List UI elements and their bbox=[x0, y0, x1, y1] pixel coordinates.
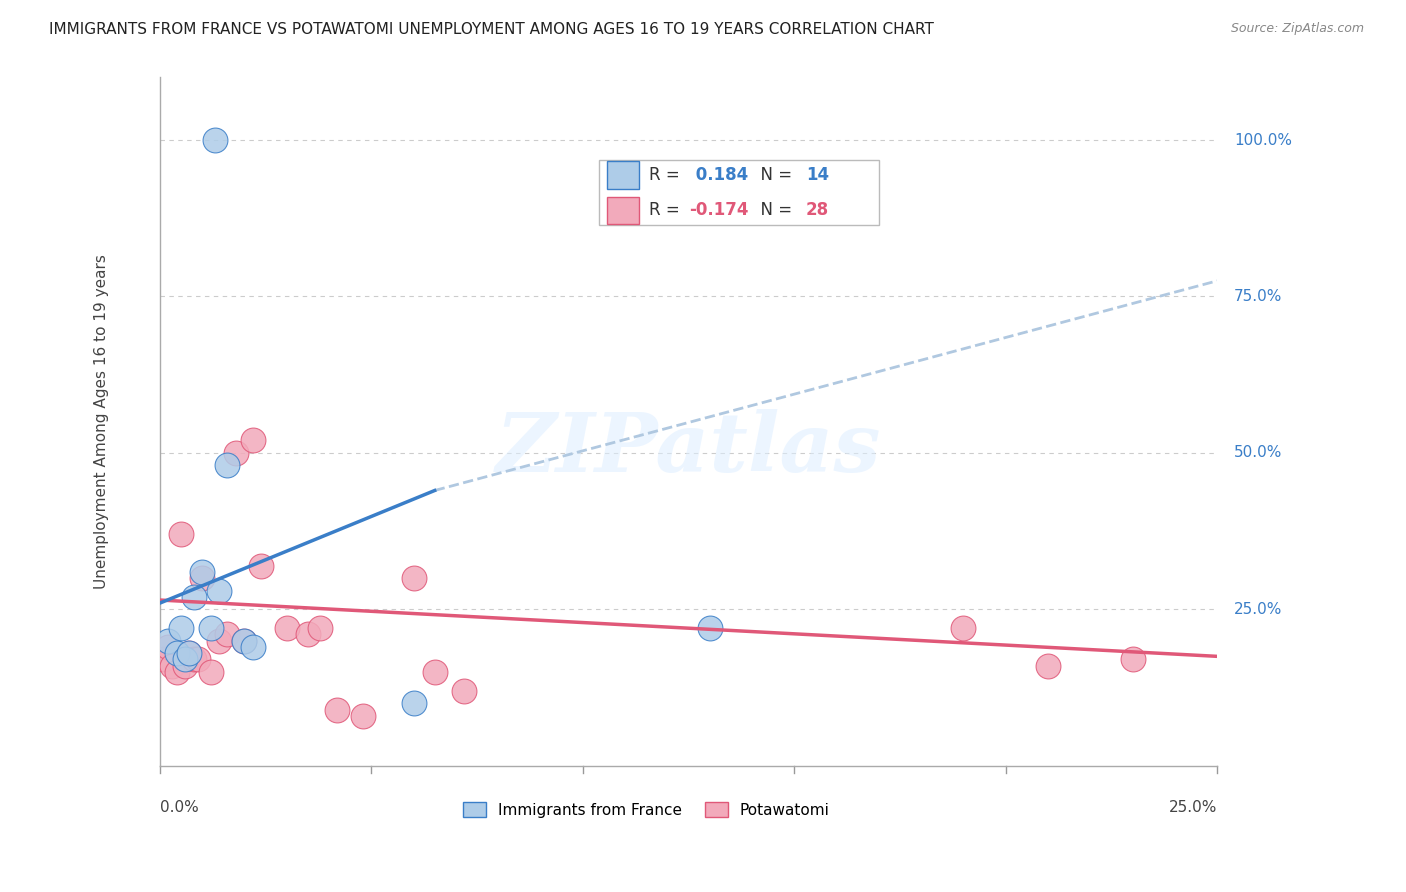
FancyBboxPatch shape bbox=[599, 160, 879, 226]
Point bbox=[233, 633, 256, 648]
Point bbox=[166, 665, 188, 679]
Text: N =: N = bbox=[749, 202, 797, 219]
Point bbox=[170, 621, 193, 635]
Point bbox=[157, 640, 180, 654]
Text: 25.0%: 25.0% bbox=[1168, 800, 1218, 815]
Point bbox=[174, 658, 197, 673]
Point bbox=[179, 646, 201, 660]
Point bbox=[217, 458, 239, 473]
Point bbox=[217, 627, 239, 641]
Point bbox=[191, 565, 214, 579]
Point bbox=[153, 652, 176, 666]
Point bbox=[276, 621, 298, 635]
Text: 75.0%: 75.0% bbox=[1234, 289, 1282, 304]
Point bbox=[352, 708, 374, 723]
Point bbox=[162, 658, 184, 673]
Point bbox=[157, 633, 180, 648]
Point bbox=[170, 527, 193, 541]
Point bbox=[402, 696, 425, 710]
Text: 14: 14 bbox=[806, 166, 830, 184]
Point bbox=[699, 621, 721, 635]
Point bbox=[204, 133, 226, 147]
Point bbox=[225, 446, 247, 460]
Point bbox=[166, 646, 188, 660]
Point bbox=[1036, 658, 1059, 673]
Point bbox=[200, 621, 222, 635]
Point bbox=[453, 683, 475, 698]
Text: 0.0%: 0.0% bbox=[160, 800, 198, 815]
Point bbox=[179, 646, 201, 660]
Text: -0.174: -0.174 bbox=[689, 202, 749, 219]
Text: R =: R = bbox=[650, 166, 685, 184]
Point bbox=[250, 558, 273, 573]
Point bbox=[1122, 652, 1144, 666]
Text: Source: ZipAtlas.com: Source: ZipAtlas.com bbox=[1230, 22, 1364, 36]
Point bbox=[952, 621, 974, 635]
Text: 28: 28 bbox=[806, 202, 830, 219]
Point bbox=[326, 702, 349, 716]
Legend: Immigrants from France, Potawatomi: Immigrants from France, Potawatomi bbox=[457, 796, 835, 823]
Text: Unemployment Among Ages 16 to 19 years: Unemployment Among Ages 16 to 19 years bbox=[94, 254, 110, 589]
Point bbox=[191, 571, 214, 585]
Point bbox=[187, 652, 209, 666]
Point bbox=[297, 627, 319, 641]
Point bbox=[208, 633, 231, 648]
Point bbox=[402, 571, 425, 585]
Point bbox=[200, 665, 222, 679]
Point bbox=[233, 633, 256, 648]
Text: R =: R = bbox=[650, 202, 685, 219]
Text: 25.0%: 25.0% bbox=[1234, 602, 1282, 617]
Text: IMMIGRANTS FROM FRANCE VS POTAWATOMI UNEMPLOYMENT AMONG AGES 16 TO 19 YEARS CORR: IMMIGRANTS FROM FRANCE VS POTAWATOMI UNE… bbox=[49, 22, 934, 37]
Point bbox=[183, 590, 205, 604]
Point bbox=[174, 652, 197, 666]
Point bbox=[309, 621, 332, 635]
Point bbox=[242, 640, 264, 654]
Bar bbox=[607, 196, 638, 224]
Point bbox=[242, 434, 264, 448]
Text: 0.184: 0.184 bbox=[689, 166, 748, 184]
Bar bbox=[607, 161, 638, 189]
Point bbox=[423, 665, 446, 679]
Text: 100.0%: 100.0% bbox=[1234, 133, 1292, 147]
Point bbox=[183, 652, 205, 666]
Text: 50.0%: 50.0% bbox=[1234, 445, 1282, 460]
Point bbox=[208, 583, 231, 598]
Text: N =: N = bbox=[749, 166, 797, 184]
Text: ZIPatlas: ZIPatlas bbox=[496, 409, 882, 489]
